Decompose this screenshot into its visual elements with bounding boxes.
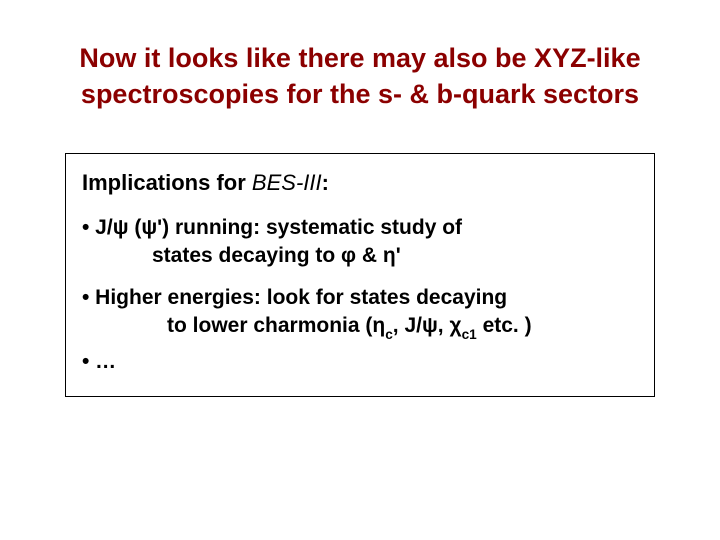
bullet-2-pre: to lower charmonia (η: [167, 314, 385, 337]
slide-title: Now it looks like there may also be XYZ-…: [30, 40, 690, 113]
heading-suffix: :: [322, 170, 329, 195]
heading-prefix: Implications for: [82, 170, 252, 195]
bullet-2-line-1: • Higher energies: look for states decay…: [82, 286, 640, 310]
bullet-1-line-2: states decaying to φ & η': [152, 244, 640, 268]
box-heading: Implications for BES-III:: [82, 170, 640, 196]
bullet-2-line-2: to lower charmonia (ηc, J/ψ, χc1 etc. ): [167, 314, 640, 340]
heading-italic: BES-III: [252, 170, 322, 195]
slide: Now it looks like there may also be XYZ-…: [0, 0, 720, 397]
bullet-2-post: etc. ): [477, 314, 532, 337]
bullet-2-mid: , J/ψ, χ: [393, 314, 462, 337]
bullet-3: • …: [82, 350, 640, 374]
bullet-1-line-1: • J/ψ (ψ') running: systematic study of: [82, 216, 640, 240]
implications-box: Implications for BES-III: • J/ψ (ψ') run…: [65, 153, 655, 397]
subscript-c: c: [385, 327, 393, 342]
subscript-c1: c1: [462, 327, 477, 342]
